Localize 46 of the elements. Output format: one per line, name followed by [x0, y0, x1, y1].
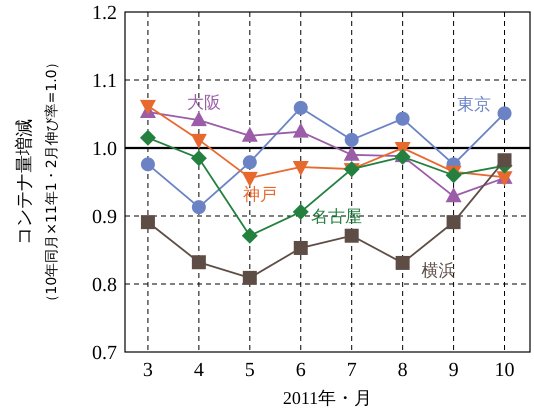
point — [242, 228, 258, 244]
point — [344, 132, 359, 147]
point — [190, 150, 207, 166]
x-tick-label: 9 — [448, 359, 459, 381]
point — [192, 200, 206, 214]
point — [294, 240, 308, 255]
point — [242, 172, 258, 187]
x-tick-label: 10 — [494, 359, 515, 381]
point — [140, 100, 156, 115]
y-tick-label: 0.9 — [92, 206, 117, 228]
point — [396, 256, 410, 270]
point — [190, 134, 207, 149]
series-label: 横浜 — [421, 261, 456, 281]
y-tick-label: 0.7 — [92, 342, 117, 364]
point — [190, 111, 207, 126]
y-tick-label: 1.2 — [92, 2, 117, 24]
point — [192, 255, 206, 270]
y-tick-label: 1.1 — [92, 70, 117, 92]
point — [242, 270, 257, 285]
point — [140, 157, 155, 172]
point — [292, 204, 309, 220]
series-label: 神戸 — [243, 185, 277, 205]
series-label: 名古屋 — [310, 207, 362, 227]
y-tick-label: 0.8 — [92, 274, 117, 296]
point — [446, 215, 461, 230]
point — [498, 106, 512, 120]
x-tick-label: 6 — [296, 359, 306, 381]
y-axis-title: コンテナ量増減（10年同月×11年1・2月伸び率=1.0） — [14, 55, 60, 309]
point — [242, 155, 257, 170]
point — [292, 122, 309, 138]
x-tick-label: 3 — [142, 359, 153, 381]
point — [140, 130, 156, 146]
x-tick-label: 4 — [194, 359, 204, 381]
point — [242, 126, 258, 142]
x-axis-title: 2011年・月 — [282, 388, 372, 408]
x-tick-label: 8 — [398, 359, 408, 381]
point — [396, 112, 410, 126]
point — [294, 100, 308, 115]
series-label: 大阪 — [186, 93, 221, 113]
x-tick-label: 5 — [244, 359, 255, 381]
point — [140, 215, 155, 230]
point — [498, 153, 512, 168]
x-tick-label: 7 — [346, 359, 357, 381]
series-label: 東京 — [456, 95, 491, 115]
point — [344, 228, 359, 243]
y-tick-label: 1.0 — [92, 138, 117, 160]
